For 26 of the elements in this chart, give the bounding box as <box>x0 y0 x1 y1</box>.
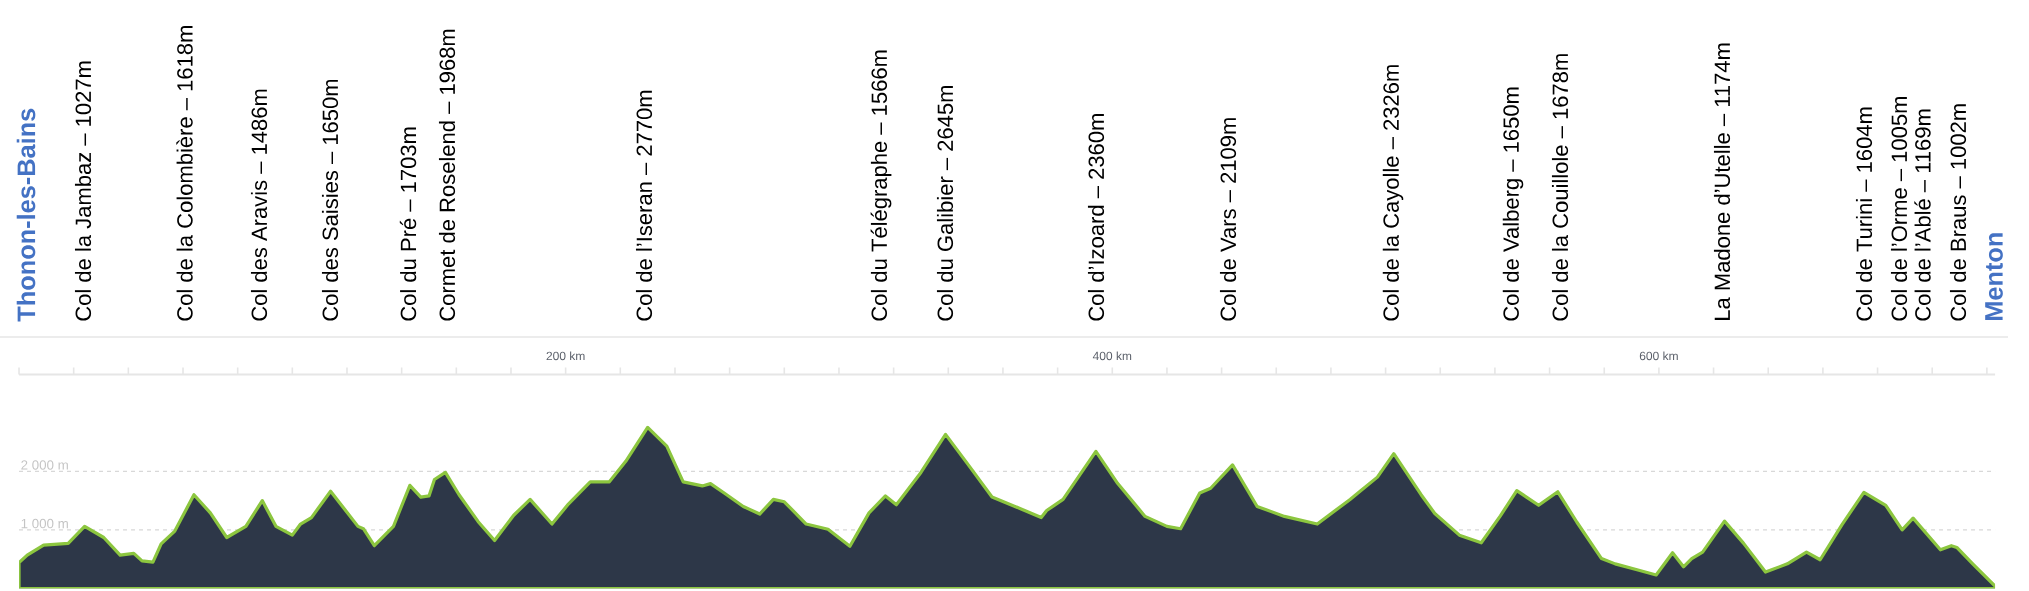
text: Col de l’Orme – 1005m <box>1890 97 1908 321</box>
text: Col de l’Ablé – 1169m <box>1914 109 1931 321</box>
text: Col des Aravis – 1486m <box>250 89 268 321</box>
text: Thonon-les-Bains <box>16 108 36 322</box>
x-tick-label: 200 km <box>546 351 585 361</box>
text: Col du Télégraphe – 1566m <box>870 50 892 321</box>
text: Col de Vars – 2109m <box>1219 118 1237 321</box>
text: Col du Galibier – 2645m <box>936 85 954 321</box>
y-tick-label: 1 000 m <box>21 518 68 529</box>
y-tick-label: 2 000 m <box>21 460 68 470</box>
text: Menton <box>1985 233 2003 321</box>
text: Col de Braus – 1002m <box>1949 104 1967 321</box>
text: Col du Pré – 1703m <box>399 127 417 321</box>
text: Col de la Cayolle – 2326m <box>1382 65 1404 321</box>
text: Col de Turini – 1604m <box>1855 107 1873 321</box>
text: Col de la Colombière – 1618m <box>176 26 193 321</box>
text: Col de la Couillole – 1678m <box>1551 54 1569 321</box>
text: Col de la Jambaz – 1027m <box>74 61 92 321</box>
text: La Madone d’Utelle – 1174m <box>1713 43 1731 320</box>
x-tick-label: 400 km <box>1092 351 1132 361</box>
x-tick-label: 600 km <box>1639 351 1678 361</box>
text: Col d’Izoard – 2360m <box>1087 114 1105 321</box>
text: Col des Saisies – 1650m <box>321 79 339 321</box>
text: Col de Valberg – 1650m <box>1502 87 1524 321</box>
text: Cormet de Roselend – 1968m <box>438 29 456 321</box>
text: Col de l’Iseran – 2770m <box>635 90 653 321</box>
